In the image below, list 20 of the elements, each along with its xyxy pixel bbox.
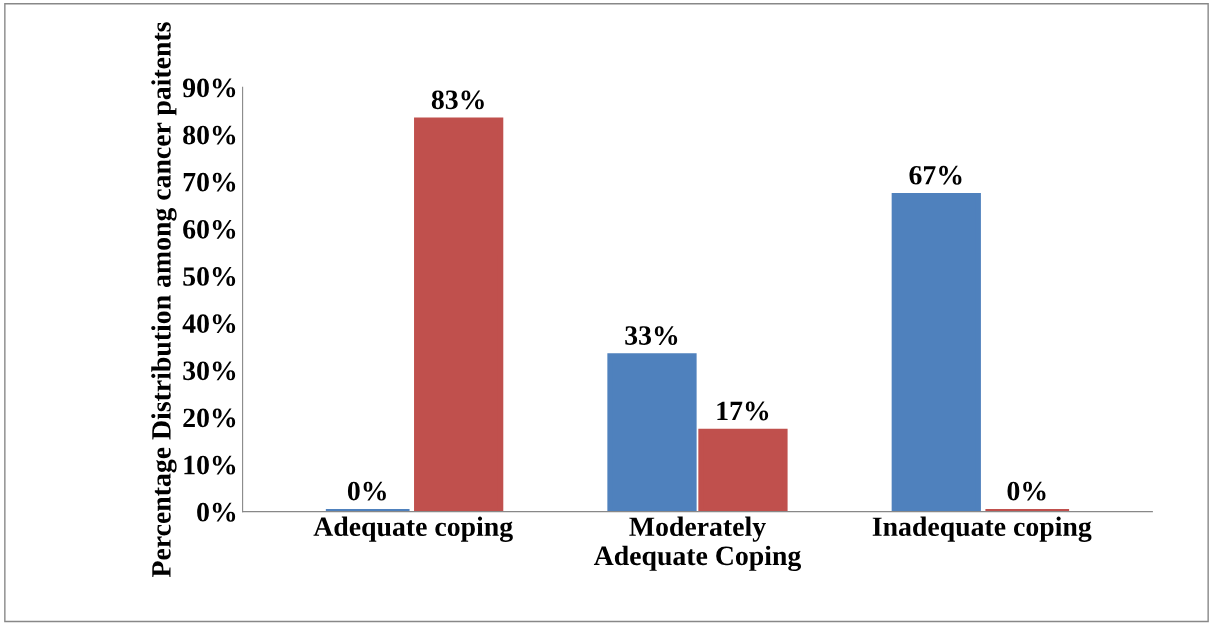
data-label: 67% [909, 165, 962, 185]
y-tick-label: 30% [183, 361, 236, 381]
y-tick-label: 40% [182, 314, 236, 334]
data-label: 0% [347, 481, 386, 501]
y-tick-label: 70% [183, 172, 236, 192]
y-tick-label: 80% [183, 125, 236, 145]
x-tick-label: Inadequate coping [872, 516, 1092, 542]
y-tick-label: 50% [183, 267, 236, 286]
x-tick-label: Adequate coping [313, 516, 513, 542]
y-tick-label: 0% [197, 502, 236, 522]
y-tick-label: 20% [183, 408, 236, 428]
y-tick-label: 60% [183, 219, 236, 239]
data-label: 17% [717, 401, 769, 421]
y-tick-label: 10% [184, 455, 236, 475]
data-label: 83% [431, 90, 484, 110]
y-tick-label: 90% [182, 78, 236, 98]
data-label: 33% [625, 326, 678, 345]
x-tick-label: Moderately Adequate Coping [593, 516, 802, 572]
data-label: 0% [1007, 481, 1046, 501]
y-axis-title: Percentage Distribution among cancer paitents [151, 22, 177, 578]
